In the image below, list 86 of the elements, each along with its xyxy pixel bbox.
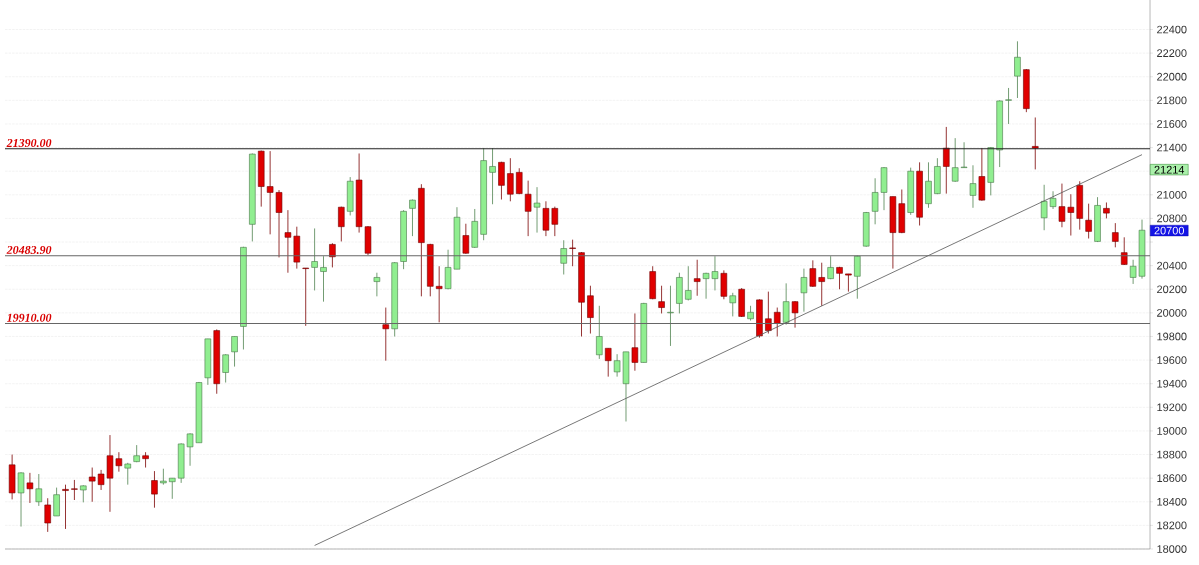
y-tick-label: 21400	[1157, 143, 1187, 152]
y-tick-label: 20000	[1157, 309, 1187, 317]
candlestick	[1085, 203, 1092, 239]
candlestick	[44, 497, 51, 533]
candlestick	[498, 161, 505, 200]
candlestick	[516, 167, 523, 195]
candlestick	[373, 272, 381, 297]
candlestick	[1112, 222, 1119, 248]
candlestick	[524, 180, 532, 237]
candlestick	[809, 259, 817, 288]
y-tick-label: 22000	[1157, 72, 1187, 81]
candlestick	[222, 353, 229, 383]
candlestick	[685, 265, 692, 301]
candlestick	[533, 186, 541, 233]
candlestick	[569, 239, 576, 267]
candlestick	[845, 273, 852, 293]
candlestick	[507, 157, 514, 202]
candlestick	[151, 470, 158, 509]
candlestick	[631, 313, 639, 372]
ref-line-label: 19910.00	[6, 313, 52, 322]
candlestick	[693, 259, 701, 297]
candlestick	[658, 285, 665, 314]
y-tick-label: 18400	[1157, 497, 1187, 506]
y-tick-label: 22200	[1157, 49, 1187, 57]
candlestick	[320, 255, 327, 303]
y-tick-label: 21600	[1157, 120, 1187, 128]
candlestick	[17, 471, 25, 527]
candlestick	[338, 206, 345, 242]
candlestick	[382, 307, 390, 362]
candlestick	[782, 282, 790, 326]
ref-line-label: 21390.00	[6, 138, 52, 148]
y-tick-label: 18600	[1157, 474, 1187, 483]
candlestick	[596, 305, 603, 360]
candlestick	[53, 487, 60, 517]
candlestick	[462, 223, 470, 255]
candlestick	[800, 268, 808, 313]
candlestick	[587, 285, 594, 334]
candlestick	[774, 307, 781, 337]
y-tick-label: 21000	[1157, 190, 1187, 199]
candlestick	[978, 147, 986, 202]
candlestick	[943, 126, 950, 195]
y-tick-label: 19800	[1157, 332, 1187, 341]
y-tick-label: 21800	[1157, 96, 1187, 105]
candlestick	[311, 228, 318, 291]
y-tick-label: 20400	[1157, 261, 1187, 270]
candlestick	[169, 477, 176, 500]
candlestick	[1014, 40, 1021, 99]
text: 21214	[1154, 165, 1185, 174]
candlestick	[791, 300, 799, 329]
candlestick	[604, 347, 612, 378]
candlestick	[231, 336, 238, 367]
y-tick-label: 19000	[1157, 427, 1187, 435]
candlestick	[329, 242, 336, 268]
y-tick-label: 19600	[1157, 356, 1187, 364]
candlestick	[62, 484, 69, 530]
y-tick-label: 20800	[1157, 214, 1187, 223]
candlestick	[854, 255, 861, 300]
candlestick	[720, 269, 728, 300]
y-tick-label: 19200	[1157, 403, 1187, 412]
y-tick-label: 18200	[1157, 521, 1187, 530]
candlestick	[1032, 117, 1039, 170]
candlestick	[765, 291, 772, 334]
candlestick	[489, 147, 496, 205]
candlestick	[142, 451, 149, 468]
candlestick	[26, 472, 34, 504]
candlestick	[667, 285, 674, 347]
y-tick-label: 22400	[1157, 25, 1187, 34]
candlestick	[729, 292, 736, 317]
y-tick-label: 19400	[1157, 379, 1187, 388]
candlestick	[160, 468, 167, 486]
candlestick	[1005, 87, 1012, 125]
candlestick	[969, 164, 977, 209]
y-tick-label: 18000	[1157, 545, 1187, 553]
y-tick-label: 18800	[1157, 450, 1187, 459]
candlestick	[409, 199, 416, 237]
candlestick	[302, 267, 309, 327]
ref-line-label: 20483.90	[6, 245, 52, 255]
candlestick	[925, 161, 932, 209]
candlestick	[818, 262, 825, 307]
y-tick-label: 20200	[1157, 285, 1187, 294]
candlestick	[35, 473, 43, 507]
candlestick	[1120, 236, 1128, 266]
text: 20700	[1154, 226, 1185, 235]
candlestick	[560, 239, 567, 275]
candlestick	[71, 479, 78, 501]
candlestick	[435, 265, 443, 323]
